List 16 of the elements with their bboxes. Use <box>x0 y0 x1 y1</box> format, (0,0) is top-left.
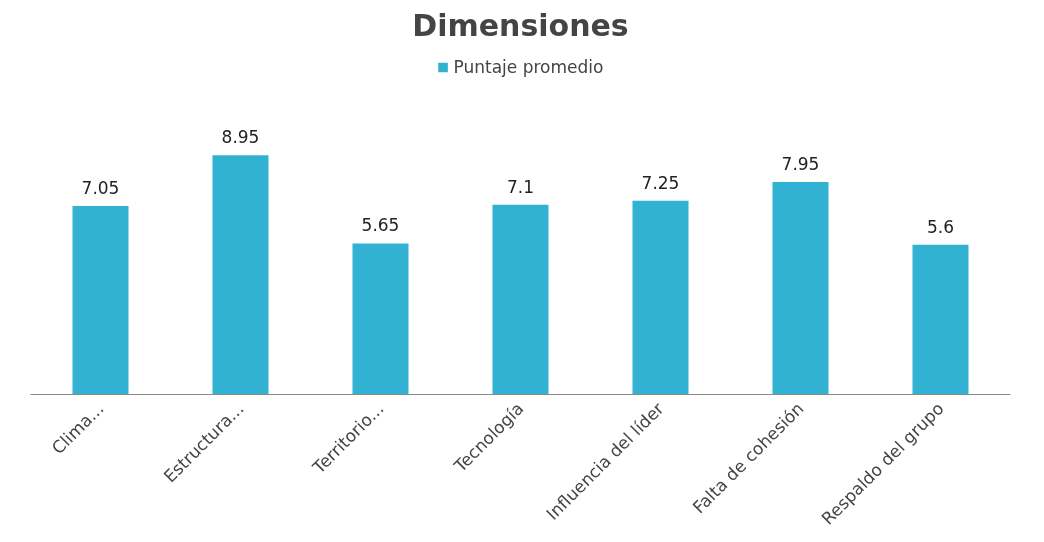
bar <box>492 204 549 395</box>
data-label: 7.1 <box>506 176 535 197</box>
bar <box>912 244 969 395</box>
bar <box>772 181 829 395</box>
data-label: 8.95 <box>221 127 260 148</box>
chart-title: Dimensiones <box>412 7 629 43</box>
data-label: 7.05 <box>81 177 120 198</box>
bar <box>632 200 689 395</box>
data-label: 7.95 <box>781 153 820 174</box>
legend-label: Puntaje promedio <box>453 57 604 77</box>
bar <box>72 205 129 395</box>
bar <box>352 243 409 395</box>
data-label: 7.25 <box>641 172 680 193</box>
data-label: 5.65 <box>361 215 400 236</box>
bar <box>212 155 269 395</box>
data-label: 5.6 <box>926 216 955 237</box>
